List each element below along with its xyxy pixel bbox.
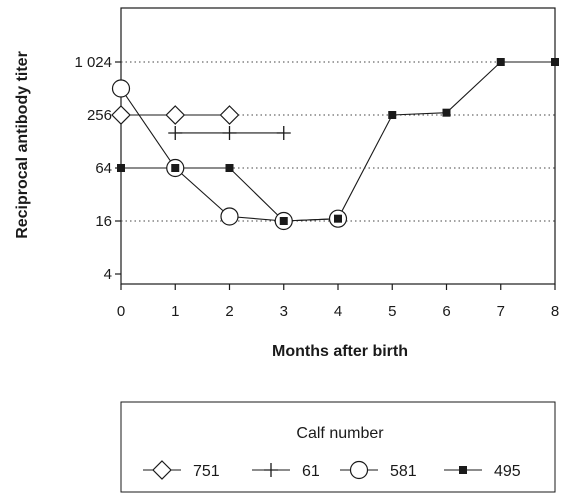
x-tick-label: 4	[334, 303, 342, 320]
legend-title: Calf number	[296, 425, 384, 442]
legend-label: 581	[390, 463, 417, 480]
data-point-495	[225, 164, 234, 172]
legend-item-751: 751	[143, 460, 220, 480]
data-point-495	[496, 58, 505, 66]
data-point-61	[168, 125, 183, 140]
legend: Calf number 751 61 581 495	[120, 401, 556, 493]
y-tick-label: 256	[87, 107, 112, 124]
data-point-495	[388, 111, 397, 119]
data-point-751	[165, 105, 186, 125]
x-tick-label: 6	[442, 303, 450, 320]
data-point-495	[334, 214, 342, 223]
data-point-61	[222, 125, 237, 140]
y-tick-label: 4	[104, 266, 112, 283]
x-tick-label: 5	[388, 303, 396, 320]
legend-label: 495	[494, 463, 521, 480]
x-tick-label: 2	[225, 303, 233, 320]
x-tick-label: 1	[171, 303, 179, 320]
data-point-751	[219, 105, 240, 125]
x-tick-label: 7	[497, 303, 505, 320]
legend-item-495: 495	[444, 463, 521, 480]
y-tick-label: 1 024	[74, 54, 112, 71]
data-point-581	[111, 79, 131, 98]
data-point-495	[117, 164, 125, 172]
legend-item-61: 61	[252, 463, 320, 480]
series	[111, 58, 559, 231]
legend-marker	[349, 460, 369, 480]
data-point-495	[279, 217, 288, 225]
axes: 4 16 64 256 1 024 0 1 2 3 4 5 6 7 8	[74, 54, 559, 320]
legend-box	[120, 401, 556, 493]
y-axis-title: Reciprocal antibody titer	[14, 51, 31, 239]
legend-label: 61	[302, 463, 320, 480]
data-point-751	[111, 105, 131, 125]
x-tick-label: 3	[280, 303, 288, 320]
plot-frame	[120, 7, 556, 285]
legend-item-581: 581	[340, 460, 417, 480]
data-point-495	[551, 58, 559, 66]
data-point-495	[171, 164, 180, 172]
x-tick-label: 8	[551, 303, 559, 320]
x-axis-title: Months after birth	[272, 343, 408, 360]
legend-marker	[264, 463, 278, 477]
grid-lines	[121, 61, 555, 222]
legend-marker	[459, 466, 467, 474]
y-tick-label: 16	[95, 213, 112, 230]
y-tick-label: 64	[95, 160, 112, 177]
data-point-581	[220, 207, 239, 226]
data-point-61	[276, 125, 291, 140]
legend-items: 751 61 581 495	[143, 460, 521, 480]
data-point-495	[442, 108, 451, 117]
series-line-495	[121, 61, 555, 222]
legend-marker	[152, 460, 172, 480]
x-tick-label: 0	[117, 303, 125, 320]
legend-label: 751	[193, 463, 220, 480]
